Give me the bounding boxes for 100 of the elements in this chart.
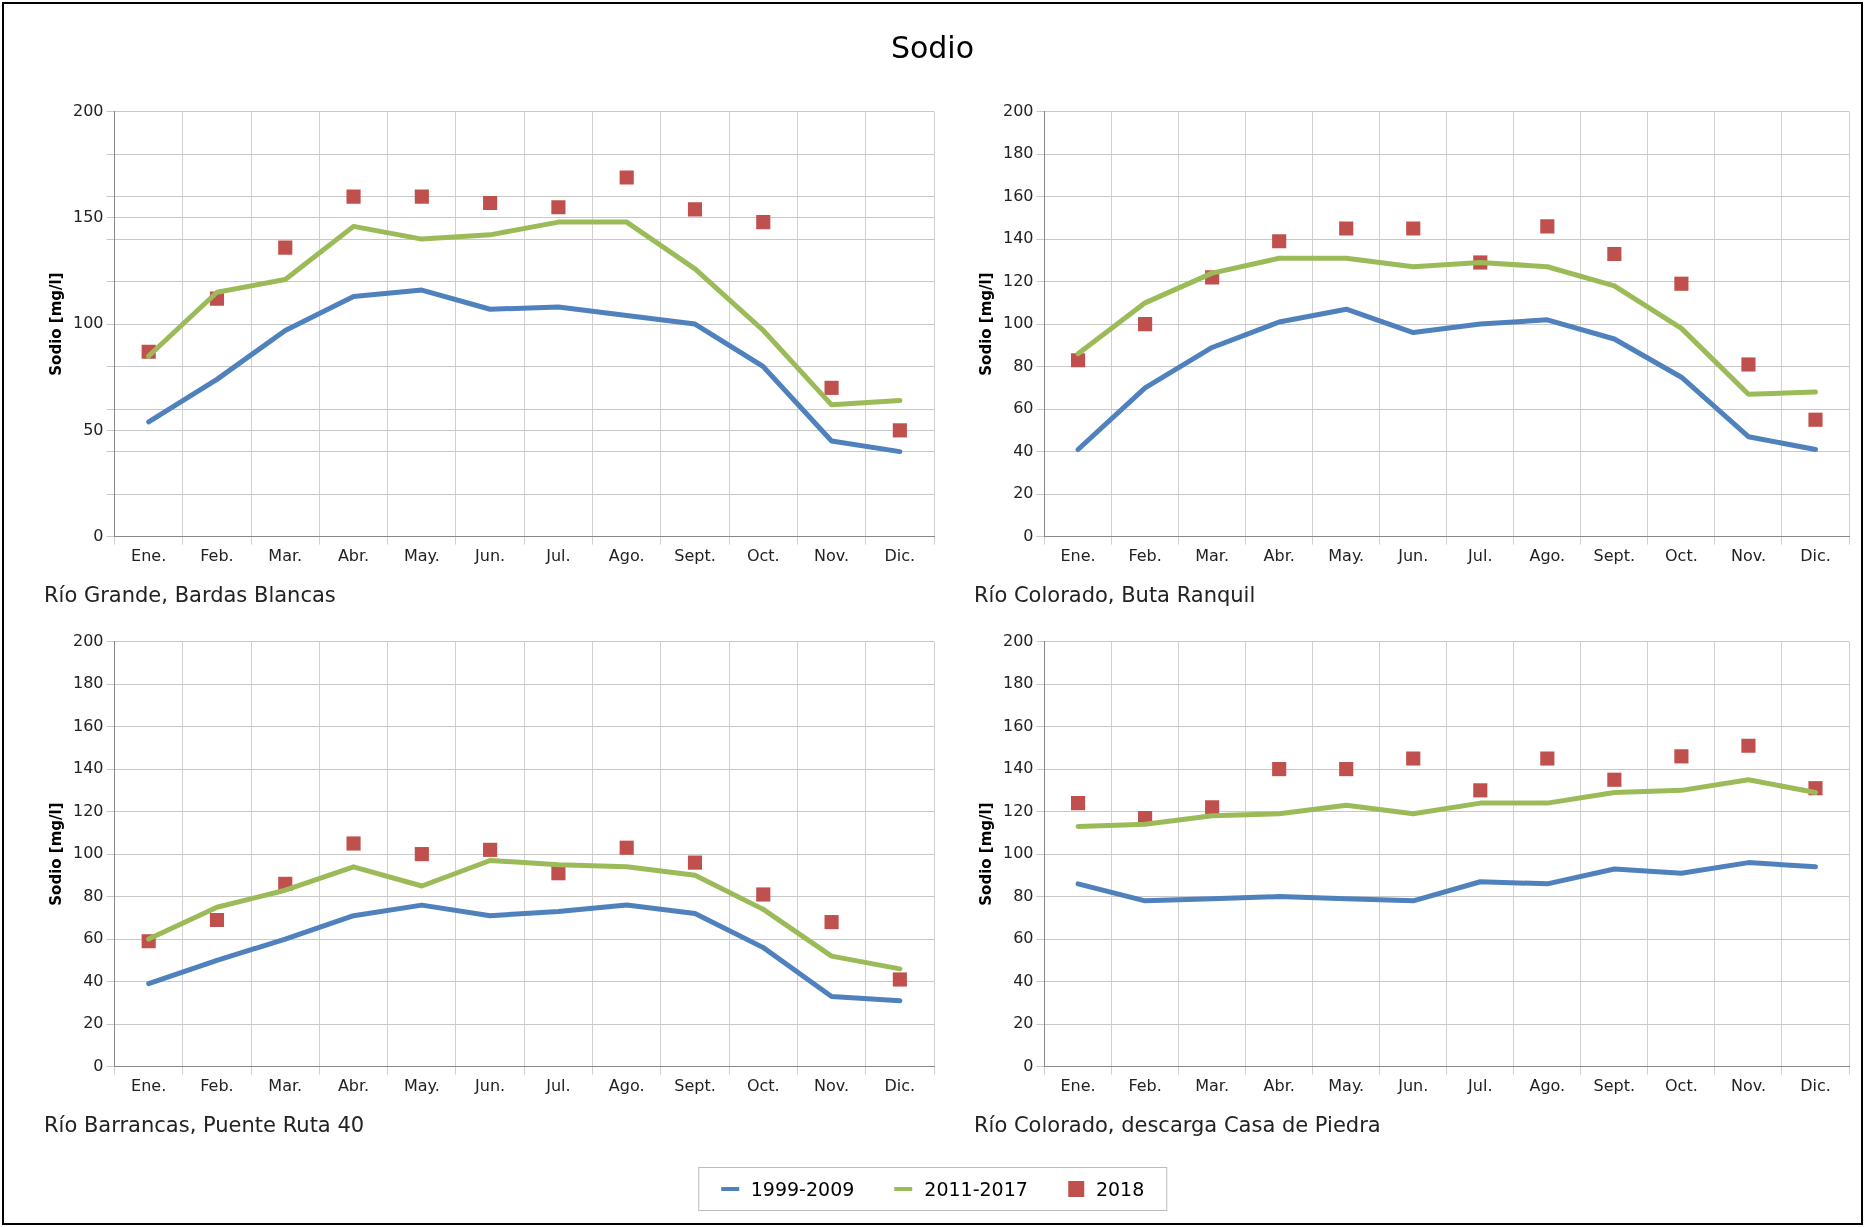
point — [619, 840, 634, 855]
x-tick-label: Abr. — [1263, 546, 1295, 566]
point — [346, 189, 361, 204]
legend-label: 2011-2017 — [924, 1178, 1028, 1200]
x-tick-label: Dic. — [884, 1076, 916, 1096]
x-tick-label: Feb. — [1128, 546, 1162, 566]
x-tick-label: Dic. — [1800, 546, 1831, 566]
point — [346, 836, 361, 851]
x-tick-label: Oct. — [746, 1076, 780, 1096]
x-tick-label: Sept. — [1593, 546, 1636, 566]
x-tick-label: Mar. — [1195, 1076, 1230, 1096]
y-tick-label: 20 — [1013, 483, 1034, 503]
point — [209, 912, 225, 928]
point — [551, 866, 566, 881]
point — [756, 887, 771, 902]
x-axis-title: Río Grande, Bardas Blancas — [44, 582, 336, 607]
x-axis-title: Río Colorado, descarga Casa de Piedra — [974, 1112, 1381, 1137]
y-tick-label: 120 — [1002, 270, 1034, 290]
x-tick-label: Dic. — [884, 546, 916, 566]
point — [414, 189, 429, 204]
y-tick-label: 100 — [1002, 843, 1034, 863]
x-tick-label: Feb. — [200, 1076, 234, 1096]
x-tick-label: May. — [1328, 1076, 1365, 1096]
y-tick-label: 100 — [72, 843, 104, 863]
x-tick-label: Jun. — [474, 546, 506, 566]
x-tick-label: Oct. — [1665, 1076, 1698, 1096]
y-tick-label: 80 — [1013, 355, 1034, 375]
x-axis-title: Río Barrancas, Puente Ruta 40 — [44, 1112, 365, 1137]
point — [1473, 783, 1488, 798]
point — [1070, 796, 1086, 811]
x-tick-label: Ago. — [608, 546, 645, 566]
y-tick-label: 0 — [93, 525, 104, 545]
y-tick-label: 200 — [1002, 630, 1034, 650]
point — [1070, 353, 1086, 368]
point — [1339, 762, 1354, 777]
point — [1674, 749, 1689, 764]
x-tick-label: Jul. — [545, 546, 571, 566]
y-tick-label: 60 — [1013, 928, 1034, 948]
y-tick-label: 80 — [1013, 885, 1034, 905]
x-tick-label: May. — [1328, 546, 1365, 566]
y-tick-label: 180 — [72, 673, 104, 693]
y-tick-label: 150 — [72, 207, 104, 227]
y-axis-title: Sodio [mg/l] — [46, 272, 65, 376]
x-tick-label: Ene. — [131, 546, 167, 566]
y-axis-title: Sodio [mg/l] — [976, 272, 995, 376]
x-axis-title: Río Colorado, Buta Ranquil — [974, 582, 1256, 607]
point — [892, 423, 907, 438]
x-tick-label: Ago. — [1529, 1076, 1566, 1096]
point — [1808, 412, 1823, 427]
x-tick-label: Dic. — [1800, 1076, 1831, 1096]
point — [619, 170, 634, 185]
y-tick-label: 80 — [83, 885, 104, 905]
x-tick-label: Jul. — [1467, 546, 1493, 566]
point — [892, 972, 907, 987]
y-tick-label: 40 — [1013, 440, 1034, 460]
point — [483, 842, 498, 857]
x-tick-label: Sept. — [674, 1076, 716, 1096]
y-tick-label: 120 — [1002, 800, 1034, 820]
x-tick-label: Sept. — [1593, 1076, 1636, 1096]
point — [1607, 772, 1622, 787]
y-tick-label: 200 — [1002, 100, 1034, 120]
y-tick-label: 140 — [1002, 758, 1034, 778]
y-tick-label: 200 — [72, 630, 104, 650]
point — [1607, 246, 1622, 262]
legend-label: 2018 — [1095, 1178, 1145, 1200]
point — [1205, 800, 1220, 815]
x-tick-label: Ago. — [608, 1076, 645, 1096]
point — [824, 380, 839, 395]
point — [278, 240, 293, 255]
point — [824, 915, 839, 930]
y-tick-label: 40 — [83, 970, 104, 990]
y-tick-label: 100 — [1002, 313, 1034, 333]
y-tick-label: 120 — [72, 800, 104, 820]
chart-title: Sodio — [889, 30, 976, 65]
y-tick-label: 0 — [1023, 525, 1034, 545]
x-tick-label: Jun. — [474, 1076, 506, 1096]
point — [1540, 751, 1555, 766]
y-tick-label: 140 — [1002, 228, 1034, 248]
y-tick-label: 60 — [83, 928, 104, 948]
point — [1406, 221, 1421, 236]
x-tick-label: Mar. — [1195, 546, 1230, 566]
y-tick-label: 200 — [72, 100, 104, 120]
y-tick-label: 180 — [1002, 673, 1034, 693]
x-tick-label: Abr. — [337, 546, 370, 566]
x-tick-label: Feb. — [200, 546, 234, 566]
point — [1272, 234, 1287, 249]
x-tick-label: Nov. — [1730, 546, 1766, 566]
point — [687, 855, 703, 870]
x-tick-label: Nov. — [814, 1076, 850, 1096]
x-tick-label: May. — [403, 1076, 440, 1096]
x-tick-label: Jun. — [1397, 546, 1429, 566]
x-tick-label: Ene. — [1060, 546, 1096, 566]
x-tick-label: May. — [403, 546, 440, 566]
point — [483, 195, 498, 211]
y-tick-label: 20 — [83, 1013, 104, 1033]
point — [1540, 219, 1555, 234]
point — [1339, 221, 1354, 236]
point — [1741, 738, 1756, 753]
point — [1741, 357, 1756, 372]
y-tick-label: 0 — [1023, 1055, 1034, 1075]
